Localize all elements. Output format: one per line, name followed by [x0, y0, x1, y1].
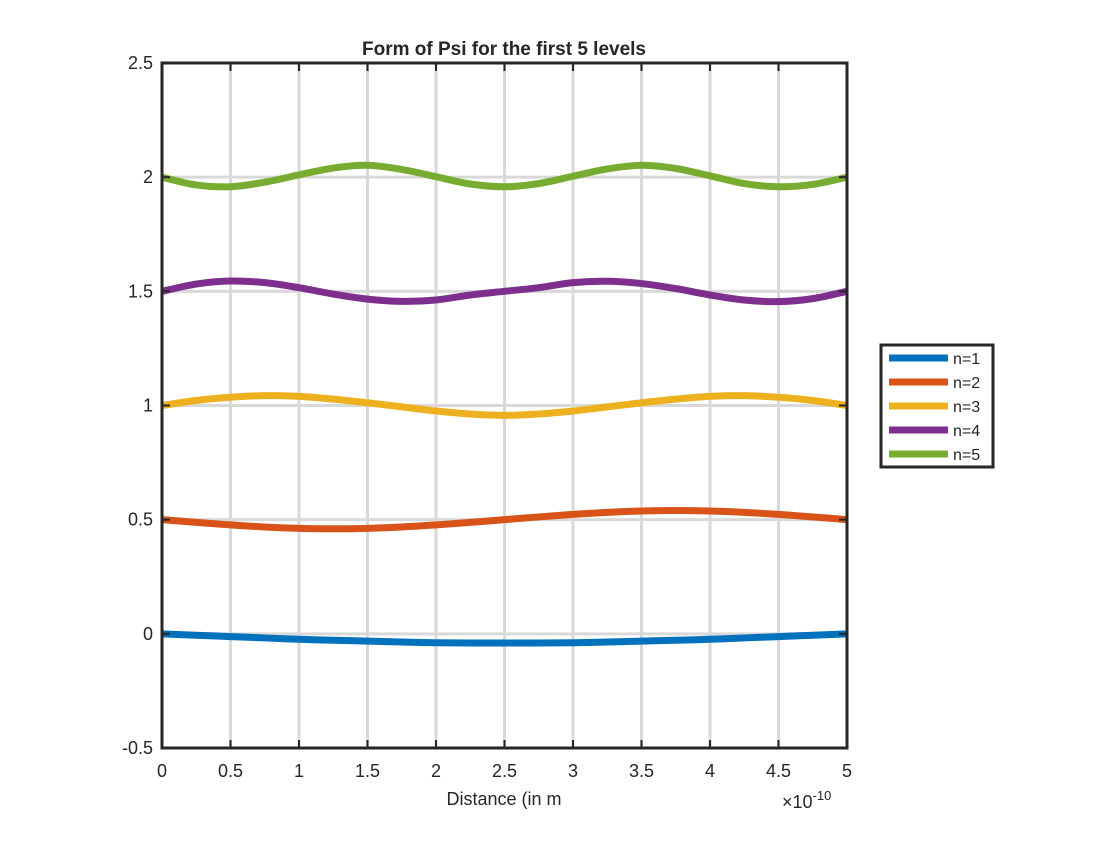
series-line-n1: [161, 630, 848, 647]
series-line-n4: [161, 277, 848, 306]
legend-entries: n=1 n=2 n=3 n=4 n=5: [889, 351, 980, 464]
chart-title: Form of Psi for the first 5 levels: [362, 39, 646, 60]
x-exponent-base: ×10: [782, 792, 813, 812]
x-tick-label: 1: [294, 761, 304, 781]
x-tick-label: 4.5: [766, 761, 791, 781]
y-tick-label: 2.5: [128, 53, 153, 73]
legend: n=1 n=2 n=3 n=4 n=5: [879, 343, 995, 469]
series-line-n3: [161, 392, 848, 419]
series-line-n5: [161, 161, 848, 191]
series-line-n2: [161, 507, 848, 533]
x-tick-label: 4: [705, 761, 715, 781]
legend-label-n5: n=5: [953, 447, 980, 464]
x-axis-label: Distance (in m: [446, 789, 561, 809]
y-tick-label: -0.5: [122, 738, 153, 758]
x-tick-label: 0: [157, 761, 167, 781]
ticks: 0 0.5 1 1.5 2 2.5 3 3.5 4 4.5 5-0.500.511.522.5: [122, 53, 852, 781]
y-tick-label: 2: [143, 167, 153, 187]
series-lines: [161, 161, 848, 647]
x-tick-label: 3.5: [629, 761, 654, 781]
legend-label-n1: n=1: [953, 351, 980, 368]
x-tick-label: 2: [431, 761, 441, 781]
y-tick-label: 0: [143, 624, 153, 644]
x-tick-label: 3: [568, 761, 578, 781]
y-tick-label: 1: [143, 396, 153, 416]
y-tick-label: 0.5: [128, 510, 153, 530]
y-tick-label: 1.5: [128, 281, 153, 301]
legend-label-n4: n=4: [953, 423, 980, 440]
x-exponent: ×10-10: [782, 788, 831, 812]
x-tick-label: 5: [842, 761, 852, 781]
x-tick-label: 2.5: [492, 761, 517, 781]
x-tick-label: 0.5: [218, 761, 243, 781]
x-tick-label: 1.5: [355, 761, 380, 781]
legend-label-n3: n=3: [953, 399, 980, 416]
legend-label-n2: n=2: [953, 375, 980, 392]
x-exponent-power: -10: [813, 788, 832, 803]
